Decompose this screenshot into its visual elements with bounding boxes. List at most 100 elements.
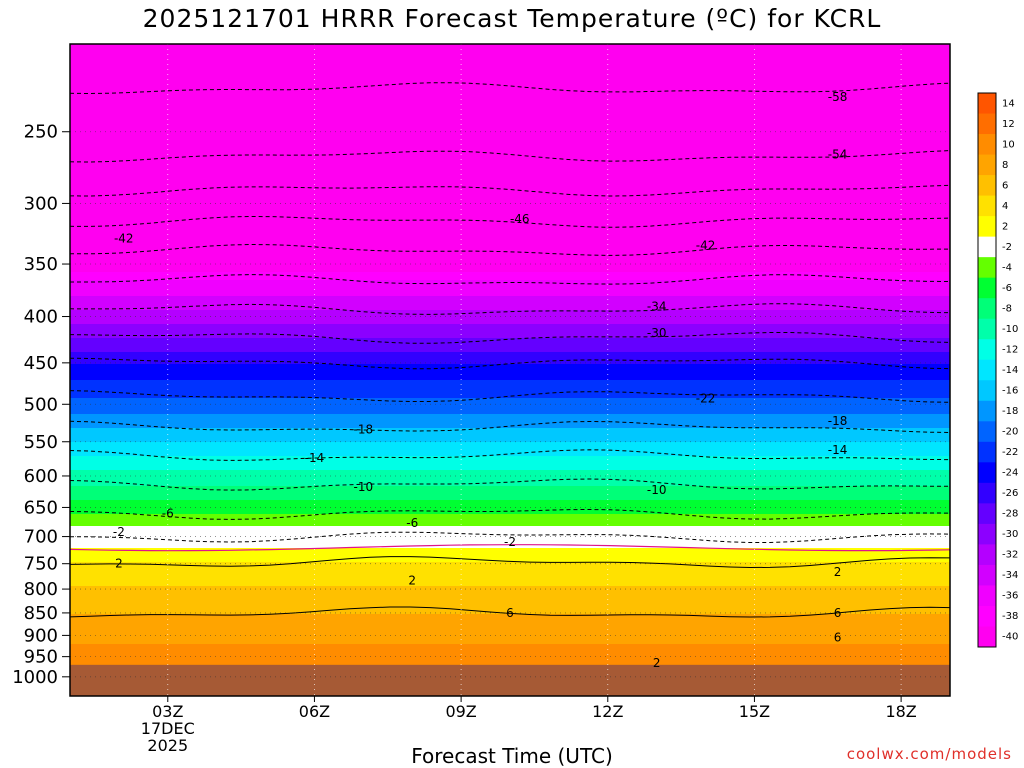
temp-band [70,80,950,83]
temp-band [70,192,950,195]
temp-band [70,168,950,171]
temp-band [70,548,950,551]
temp-band [70,358,950,361]
temp-band [70,484,950,487]
contour-label: -54 [828,148,848,162]
temp-band [70,494,950,497]
temp-band [70,208,950,211]
temp-band [70,514,950,517]
temp-band [70,64,950,67]
temp-band [70,462,950,465]
temp-band [70,344,950,347]
colorbar-label: -40 [1002,632,1018,643]
temp-band [70,56,950,59]
temp-band [70,636,950,639]
x-tick-label: 06Z [299,702,330,721]
temp-band [70,530,950,533]
temp-band [70,516,950,519]
temp-band [70,552,950,555]
temp-band [70,74,950,77]
temp-band [70,46,950,49]
temp-band [70,182,950,185]
temp-band [70,60,950,63]
temp-band [70,276,950,279]
temp-band [70,262,950,265]
colorbar-label: -20 [1002,427,1018,438]
temp-band [70,620,950,623]
colorbar-cell [978,113,996,135]
colorbar-cell [978,380,996,402]
temp-band [70,576,950,579]
temp-band [70,206,950,209]
temp-band [70,474,950,477]
temp-band [70,308,950,311]
temp-band [70,68,950,71]
temp-band [70,220,950,223]
temp-band [70,148,950,151]
ground-area [70,664,950,696]
temp-band [70,218,950,221]
temp-band [70,400,950,403]
temp-band [70,118,950,121]
temp-band [70,278,950,281]
contour-label: 6 [834,631,842,645]
temp-band [70,170,950,173]
x-tick-sublabel: 2025 [147,736,188,755]
temp-band [70,266,950,269]
temp-band [70,492,950,495]
temp-band [70,606,950,609]
temp-band [70,316,950,319]
temp-band [70,66,950,69]
colorbar-cell [978,154,996,176]
temp-band [70,214,950,217]
temp-band [70,586,950,589]
temp-band [70,584,950,587]
contour-line [70,478,950,491]
y-tick-label: 550 [24,432,58,453]
temp-band [70,562,950,565]
temp-band [70,458,950,461]
temp-band [70,430,950,433]
colorbar-label: -24 [1002,468,1018,479]
temp-band [70,556,950,559]
temp-band [70,402,950,405]
colorbar-cell [978,216,996,238]
temp-band [70,126,950,129]
temp-band [70,62,950,65]
temp-band [70,370,950,373]
temp-band [70,254,950,257]
credit-link[interactable]: coolwx.com/models [846,745,1012,763]
temp-band [70,304,950,307]
temp-band [70,102,950,105]
contour-label: 6 [834,606,842,620]
contour-label: -14 [305,451,325,465]
colorbar-cell [978,339,996,361]
colorbar-cell [978,359,996,381]
temp-band [70,264,950,267]
temp-band [70,460,950,463]
temp-band [70,662,950,665]
temp-band [70,360,950,363]
temp-band [70,328,950,331]
colorbar-label: -28 [1002,509,1018,520]
temp-band [70,404,950,407]
contour-label: -6 [162,506,174,520]
temp-band [70,100,950,103]
contour-label: -58 [828,90,848,104]
temp-band [70,446,950,449]
contour-label: 2 [653,656,661,670]
temp-band [70,520,950,523]
temp-band [70,72,950,75]
temp-band [70,294,950,297]
temp-band [70,318,950,321]
colorbar-cell [978,564,996,586]
temp-band [70,224,950,227]
temp-band [70,554,950,557]
colorbar-label: 12 [1002,119,1015,130]
temp-band [70,138,950,141]
colorbar-label: 2 [1002,221,1008,232]
temp-band [70,94,950,97]
temp-band [70,406,950,409]
temp-band [70,646,950,649]
temperature-fill [70,44,950,696]
